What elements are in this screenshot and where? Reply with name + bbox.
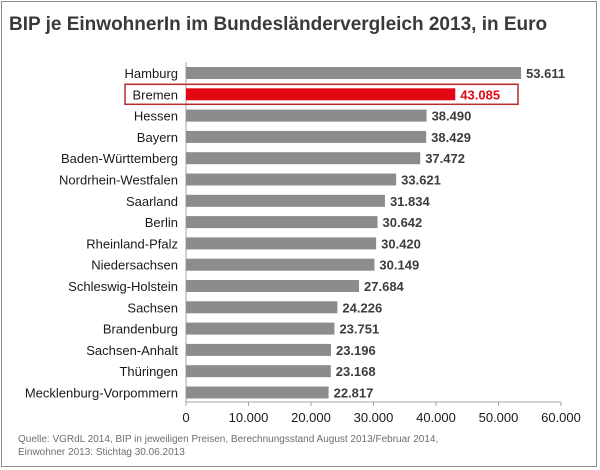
bar <box>186 109 427 122</box>
value-label: 22.817 <box>334 386 374 401</box>
category-label: Thüringen <box>119 364 178 379</box>
x-tick-label: 20.000 <box>291 410 331 425</box>
bar <box>186 194 385 207</box>
category-label: Hamburg <box>125 66 178 81</box>
bar <box>186 173 397 186</box>
category-label: Bremen <box>132 87 178 102</box>
category-label: Rheinland-Pfalz <box>86 236 178 251</box>
category-label: Niedersachsen <box>91 258 178 273</box>
category-label: Brandenburg <box>103 322 178 337</box>
chart-title: BIP je EinwohnerIn im Bundesländervergle… <box>9 14 548 35</box>
category-label: Baden-Württemberg <box>61 151 178 166</box>
value-label: 23.751 <box>339 322 379 337</box>
source-note: Quelle: VGRdL 2014, BIP in jeweiligen Pr… <box>18 433 578 459</box>
bar <box>186 67 522 79</box>
bar <box>186 386 329 399</box>
highlight-box <box>124 83 519 106</box>
value-label: 24.226 <box>342 300 382 315</box>
value-label: 23.196 <box>336 343 376 358</box>
category-label: Sachsen-Anhalt <box>86 343 178 358</box>
category-label: Bayern <box>137 130 178 145</box>
value-label: 38.490 <box>432 109 472 124</box>
value-label: 30.642 <box>383 215 423 230</box>
value-label: 37.472 <box>425 151 465 166</box>
value-label: 33.621 <box>401 173 441 188</box>
category-label: Hessen <box>134 109 178 124</box>
category-label: Sachsen <box>127 300 178 315</box>
bar <box>186 322 335 335</box>
x-tick-label: 10.000 <box>229 410 269 425</box>
bar <box>186 216 378 229</box>
category-label: Nordrhein-Westfalen <box>59 173 178 188</box>
x-tick-label: 40.000 <box>416 410 456 425</box>
category-label: Mecklenburg-Vorpommern <box>25 386 178 401</box>
category-label: Schleswig-Holstein <box>68 279 178 294</box>
category-label: Berlin <box>145 215 178 230</box>
x-tick-label: 50.000 <box>479 410 519 425</box>
bar <box>186 237 377 250</box>
bar <box>186 258 375 271</box>
source-line: Einwohner 2013: Stichtag 30.06.2013 <box>18 447 185 458</box>
value-label: 31.834 <box>390 194 431 209</box>
value-label: 38.429 <box>431 130 471 145</box>
value-label: 27.684 <box>364 279 405 294</box>
category-label: Saarland <box>126 194 178 209</box>
bar <box>186 343 331 356</box>
bar <box>186 152 421 165</box>
bar <box>186 301 338 314</box>
bar <box>186 130 427 143</box>
bar <box>186 280 360 292</box>
value-label: 30.149 <box>379 258 419 273</box>
bar-highlight <box>186 88 456 101</box>
bar <box>186 365 331 378</box>
x-tick-label: 60.000 <box>541 410 581 425</box>
source-line: Quelle: VGRdL 2014, BIP in jeweiligen Pr… <box>18 434 439 445</box>
value-label: 53.611 <box>526 66 565 81</box>
value-label: 23.168 <box>336 364 376 379</box>
value-label-highlight: 43.085 <box>460 87 500 102</box>
x-tick-label: 30.000 <box>354 410 394 425</box>
x-tick-label: 0 <box>182 410 189 425</box>
value-label: 30.420 <box>381 236 421 251</box>
